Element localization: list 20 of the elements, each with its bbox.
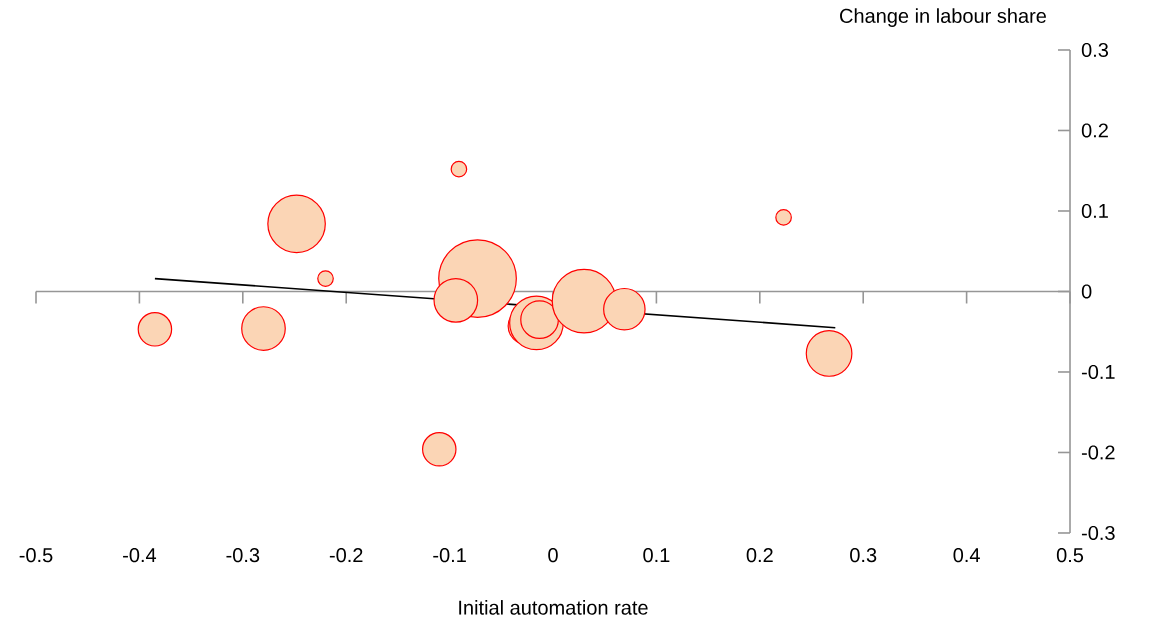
x-tick-label: 0.3: [850, 548, 877, 563]
y-tick-label: 0.3: [1081, 42, 1109, 58]
y-tick-label: -0.3: [1081, 525, 1115, 541]
y-tick-label: 0.2: [1081, 123, 1108, 138]
x-tick-label: 0: [548, 548, 558, 563]
x-axis-title: Initial automation rate: [459, 600, 648, 615]
y-tick-label: 0: [1081, 284, 1092, 299]
y-tick-label: 0.1: [1081, 203, 1108, 219]
x-tick-label: -0.3: [226, 548, 260, 563]
x-tick-label: 0.5: [1056, 548, 1084, 563]
x-tick-label: -0.4: [123, 548, 157, 563]
y-tick-label: -0.2: [1081, 445, 1115, 460]
x-tick-label: 0.1: [643, 548, 670, 563]
x-tick-label: -0.5: [19, 548, 53, 563]
x-tick-label: -0.2: [329, 548, 363, 563]
x-tick-label: 0.2: [746, 548, 773, 563]
y-axis-title: Change in labour share: [840, 8, 1046, 27]
x-tick-label: 0.4: [953, 548, 980, 563]
x-tick-label: -0.1: [433, 548, 466, 563]
y-tick-label: -0.1: [1081, 364, 1115, 380]
